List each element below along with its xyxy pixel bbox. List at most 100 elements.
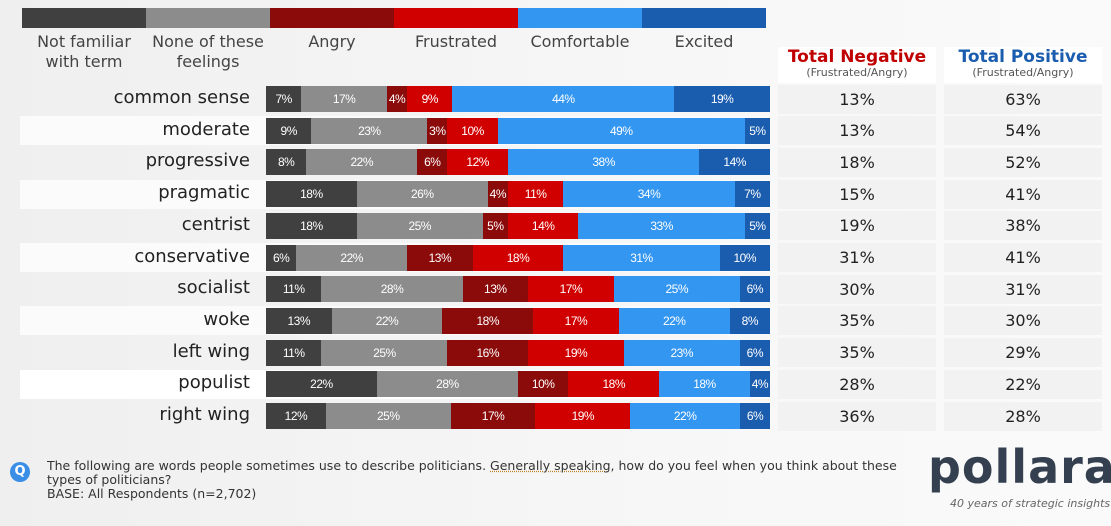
total-positive-cell: 63% [944,84,1102,114]
category-label: woke [203,308,250,330]
category-label: left wing [172,340,250,362]
total-negative-cell: 30% [778,274,936,304]
bar-segment: 25% [356,212,483,239]
bar-segment: 14% [507,212,579,239]
category-label: pragmatic [158,182,250,204]
stacked-bar: 12% 25% 17% 19% 22% 6% [266,403,770,429]
bar-segment: 6% [739,276,770,303]
bar-segment: 3% [427,117,448,144]
bar-segment: 14% [699,149,770,176]
total-negative-cell: 28% [778,369,936,399]
bar-segment: 34% [563,181,735,208]
total-negative-subtitle: (Frustrated/Angry) [806,66,908,79]
bar-segment: 7% [266,86,302,112]
total-positive-cell: 41% [944,179,1102,209]
stacked-bar: 11% 25% 16% 19% 23% 6% [266,339,770,366]
bar-segment: 5% [744,117,770,144]
bar-segment: 19% [674,86,770,112]
total-negative-cell: 35% [778,306,936,336]
bar-segment: 11% [507,181,564,208]
total-positive-cell: 52% [944,147,1102,177]
total-positive-title: Total Positive [958,47,1088,67]
category-label: socialist [177,277,250,299]
bar-segment: 49% [497,117,745,144]
bar-segment: 6% [417,149,448,176]
bar-segment: 9% [407,86,453,112]
total-positive-subtitle: (Frustrated/Angry) [972,66,1074,79]
base-text: BASE: All Respondents (n=2,702) [47,486,257,501]
bar-segment: 33% [578,212,745,239]
legend-label: None of these feelings [152,32,264,71]
category-label: right wing [159,404,250,425]
question-part: The following are words people sometimes… [47,458,491,473]
bar-segment: 13% [462,276,529,303]
total-negative-cell: 13% [778,84,936,114]
bar-segment: 25% [321,339,448,366]
bar-segment: 19% [535,403,631,429]
stacked-bar: 8% 22% 6% 12% 38% 14% [266,149,770,176]
stacked-bar: 6% 22% 13% 18% 31% 10% [266,244,770,271]
bar-segment: 19% [528,339,624,366]
total-negative-cell: 13% [778,116,936,146]
bar-segment: 13% [266,307,332,334]
bar-segment: 12% [266,403,326,429]
legend-swatch [146,8,270,28]
legend-swatch [642,8,766,28]
bar-segment: 17% [528,276,614,303]
stacked-bar: 13% 22% 18% 17% 22% 8% [266,307,770,334]
bar-segment: 22% [618,307,730,334]
total-negative-title: Total Negative [787,47,927,67]
total-positive-cell: 41% [944,243,1102,272]
total-positive-cell: 22% [944,369,1102,399]
question-text: The following are words people sometimes… [47,459,907,501]
bar-segment: 10% [719,244,770,271]
bar-segment: 12% [447,149,508,176]
question-underlined: Generally speaking, [490,458,615,473]
bar-segment: 5% [482,212,508,239]
total-positive-cell: 54% [944,116,1102,146]
bar-segment: 11% [266,276,322,303]
category-label: conservative [134,245,250,267]
category-label: moderate [162,118,250,140]
bar-segment: 22% [630,403,741,429]
bar-segment: 5% [744,212,770,239]
bar-segment: 23% [623,339,740,366]
stacked-bar: 22% 28% 10% 18% 18% 4% [266,371,770,398]
bar-segment: 6% [739,339,770,366]
category-label: populist [178,372,250,394]
question-part: how do you feel when you think about the… [47,458,897,487]
stacked-bar: 9% 23% 3% 10% 49% 5% [266,117,770,144]
total-negative-cell: 15% [778,179,936,209]
bar-segment: 31% [563,244,720,271]
total-positive-cell: 28% [944,401,1102,431]
total-negative-header: Total Negative (Frustrated/Angry) [778,47,936,83]
legend-swatch [394,8,518,28]
legend-label: Not familiar with term [37,32,131,71]
total-negative-cell: 35% [778,338,936,368]
bar-segment: 18% [442,307,534,334]
bar-segment: 25% [325,403,451,429]
stacked-bar: 18% 26% 4% 11% 34% 7% [266,181,770,208]
bar-segment: 25% [613,276,740,303]
pollara-logo: pollara [928,440,1111,494]
category-label: centrist [181,213,250,235]
bar-segment: 4% [749,371,770,398]
bar-segment: 6% [266,244,297,271]
bar-segment: 6% [740,403,770,429]
total-negative-cell: 31% [778,243,936,272]
bar-segment: 18% [266,181,357,208]
total-positive-cell: 30% [944,306,1102,336]
category-label: progressive [145,150,250,172]
bar-segment: 18% [568,371,660,398]
bar-segment: 4% [386,86,408,112]
legend-swatch [22,8,146,28]
bar-segment: 22% [296,244,408,271]
legend-label: Frustrated [414,32,498,51]
bar-segment: 18% [659,371,750,398]
bar-segment: 11% [266,339,322,366]
bar-segment: 10% [517,371,569,398]
question-icon: Q [10,462,30,482]
bar-segment: 26% [356,181,488,208]
total-positive-cell: 29% [944,338,1102,368]
stacked-bar: 11% 28% 13% 17% 25% 6% [266,276,770,303]
